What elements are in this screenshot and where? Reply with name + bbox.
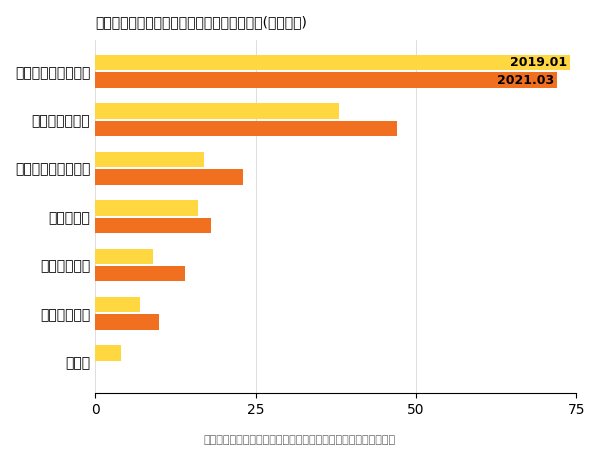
Text: 2021.03: 2021.03: [497, 73, 554, 86]
Bar: [95, 55, 570, 70]
Bar: [95, 315, 160, 330]
Bar: [95, 297, 140, 312]
Bar: [95, 345, 121, 361]
Text: 株式会社エフェクチュアルー「地図アプリの利用に関する調査」: 株式会社エフェクチュアルー「地図アプリの利用に関する調査」: [204, 436, 396, 446]
Bar: [95, 152, 204, 167]
Bar: [95, 121, 397, 136]
Bar: [95, 72, 557, 88]
Bar: [95, 200, 198, 216]
Bar: [95, 266, 185, 281]
Text: 2019.01: 2019.01: [509, 56, 566, 69]
Bar: [95, 104, 339, 119]
Text: どのような目的で地図アプリを使いますか？(複数回答): どのような目的で地図アプリを使いますか？(複数回答): [95, 15, 307, 29]
Bar: [95, 248, 153, 264]
Bar: [95, 217, 211, 233]
Bar: [95, 169, 243, 184]
